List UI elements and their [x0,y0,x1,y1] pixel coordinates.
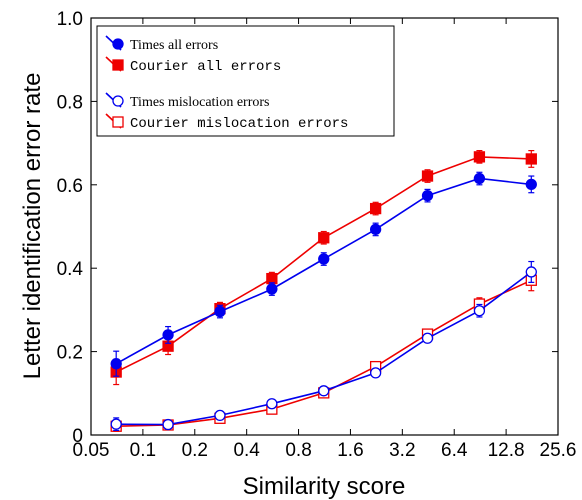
x-tick-label: 0.1 [130,440,156,461]
legend-entry: Times mislocation errors [105,92,269,110]
x-tick-label: 0.05 [73,440,110,461]
x-tick-label: 6.4 [441,440,468,461]
legend-label: Times mislocation errors [130,95,269,110]
legend-box [96,25,395,137]
data-point [110,418,122,430]
legend-marker [112,116,124,128]
legend-label: Times all errors [130,38,218,53]
y-tick-label: 0 [72,426,83,447]
legend-marker [112,59,124,71]
data-point [473,151,486,163]
data-point [214,409,226,422]
x-tick-label: 0.8 [285,440,311,461]
data-point [473,172,486,185]
legend-entry: Courier mislocation errors [105,113,348,132]
y-tick-label: 1.0 [57,9,83,30]
legend-marker [112,38,124,50]
plot-frame [90,17,559,436]
data-point [421,189,434,202]
series-filled-square [110,150,537,386]
data-point [266,283,278,295]
x-tick-label: 0.4 [233,440,260,461]
data-point [162,418,174,431]
legend: Times all errors Courier all errors Times … [96,25,395,137]
data-point [318,385,330,397]
x-tick-label: 12.8 [488,440,525,461]
legend-marker [112,95,124,107]
x-tick-label: 3.2 [389,440,415,461]
data-point [369,202,382,215]
y-tick-label: 0.8 [57,92,83,113]
data-point [525,178,537,191]
data-point [162,329,174,341]
legend-entry: Courier all errors [105,56,281,75]
data-point [214,305,226,318]
data-point [318,232,330,244]
series-open-square [110,269,537,432]
y-tick-label: 0.6 [57,176,83,197]
series-filled-circle [110,171,537,377]
y-tick-label: 0.2 [57,343,83,364]
data-point [369,223,382,236]
data-point [110,358,122,370]
series-layer [110,150,537,432]
data-point [473,305,486,317]
data-point [421,332,434,344]
legend-label: Courier mislocation errors [130,116,348,132]
series-line [115,177,532,365]
series-line [116,279,532,427]
x-tick-label: 1.6 [337,440,363,461]
data-point [525,266,537,278]
series-line [116,271,532,426]
x-tick-label: 0.2 [182,440,208,461]
legend-label: Courier all errors [130,59,281,75]
x-tick-label: 25.6 [540,440,577,461]
x-axis-title: Similarity score [243,473,406,500]
data-point [369,367,382,379]
series-open-circle [110,260,537,432]
y-axis-title: Letter identification error rate [19,73,46,380]
data-point [421,170,434,182]
data-point [525,153,537,165]
data-point [318,253,330,265]
y-tick-label: 0.4 [57,259,84,280]
axis-ticks: 0.05 0.1 0.2 0.4 0.8 1.6 3.2 6.4 12.8 25.6 0 0.2 0.4… [57,9,577,461]
data-point [266,272,278,285]
legend-entry: Times all errors [105,35,218,53]
data-point [266,398,278,410]
